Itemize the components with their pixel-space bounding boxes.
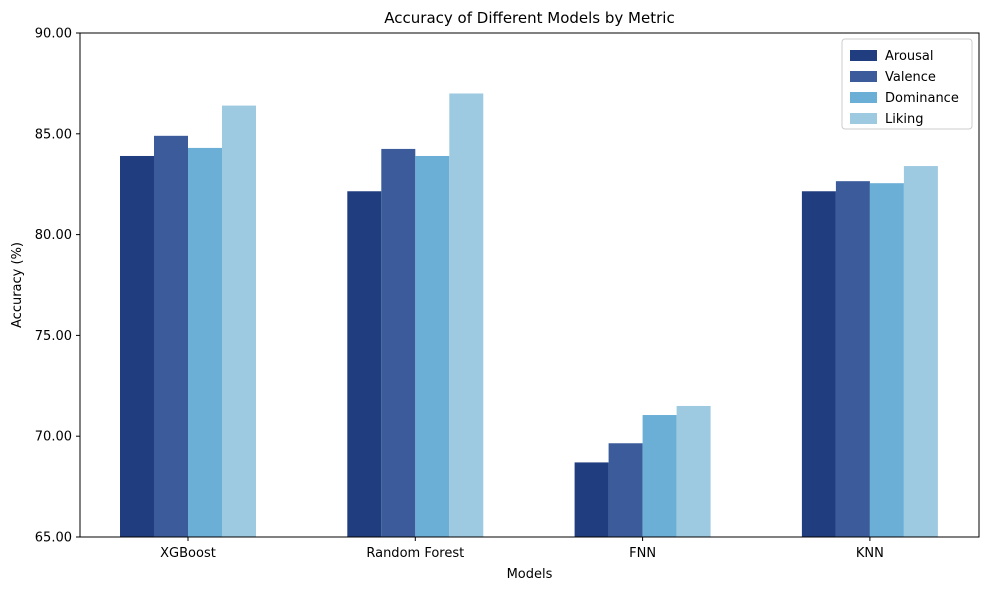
y-tick-label: 80.00 — [35, 228, 72, 243]
y-axis-ticks: 65.00 70.00 75.00 80.00 85.00 90.00 — [35, 27, 80, 546]
y-tick-label: 70.00 — [35, 430, 72, 445]
legend-label-liking: Liking — [885, 112, 924, 127]
plot-frame — [79, 32, 980, 538]
bar-valence-fnn — [608, 443, 643, 537]
x-axis-ticks: XGBoost Random Forest FNN KNN — [160, 537, 884, 561]
bar-arousal-fnn — [574, 462, 609, 537]
bar-liking-knn — [903, 166, 938, 537]
legend-box — [841, 38, 973, 130]
bars-layer — [120, 93, 938, 538]
bar-dominance-xgboost — [188, 147, 222, 538]
bar-dominance-fnn — [642, 415, 677, 537]
legend-label-arousal: Arousal — [885, 49, 934, 64]
bar-arousal-xgboost — [120, 155, 154, 537]
bar-arousal-knn — [801, 191, 836, 538]
y-axis-title: Accuracy (%) — [10, 242, 25, 328]
bar-dominance-random-forest — [415, 155, 450, 537]
bar-valence-knn — [835, 181, 870, 537]
y-tick-label: 85.00 — [35, 127, 72, 142]
y-tick-label: 65.00 — [35, 531, 72, 546]
y-tick-label: 90.00 — [35, 27, 72, 42]
legend-label-dominance: Dominance — [885, 91, 959, 106]
legend-swatch-liking — [850, 113, 877, 124]
bar-liking-xgboost — [222, 105, 256, 538]
x-tick-label: XGBoost — [160, 546, 216, 561]
bar-valence-xgboost — [154, 135, 188, 538]
bar-valence-random-forest — [381, 148, 416, 538]
x-tick-label: Random Forest — [366, 546, 464, 561]
legend-label-valence: Valence — [885, 70, 936, 85]
y-tick-label: 75.00 — [35, 329, 72, 344]
bar-liking-fnn — [676, 405, 711, 537]
x-tick-label: KNN — [856, 546, 884, 561]
legend: Arousal Valence Dominance Liking — [841, 38, 973, 130]
x-tick-label: FNN — [629, 546, 656, 561]
x-axis-title: Models — [507, 567, 553, 582]
legend-swatch-dominance — [850, 92, 877, 103]
bar-liking-random-forest — [449, 93, 484, 537]
chart-title: Accuracy of Different Models by Metric — [384, 9, 674, 27]
bar-arousal-random-forest — [347, 191, 382, 538]
bar-dominance-knn — [869, 183, 904, 537]
legend-swatch-arousal — [850, 50, 877, 61]
axes-layer — [79, 32, 980, 538]
legend-swatch-valence — [850, 71, 877, 82]
